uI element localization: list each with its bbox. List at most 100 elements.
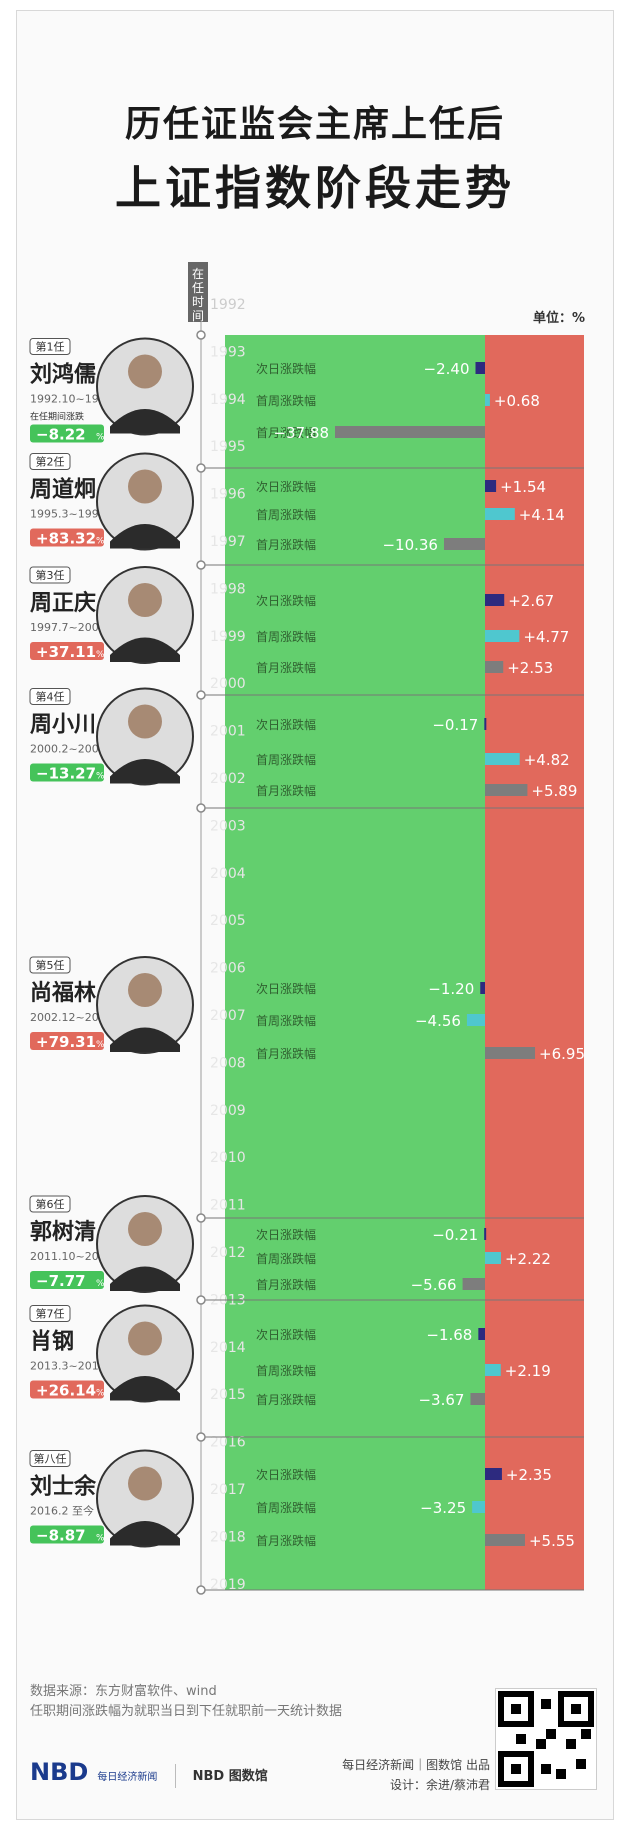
metric-label: 首周涨跌幅 xyxy=(256,1251,316,1266)
bar-first_month xyxy=(443,538,485,550)
rank-label: 第6任 xyxy=(36,1197,65,1211)
rank-badge xyxy=(29,1305,71,1322)
term-change-badge xyxy=(30,1525,104,1544)
term-change-value: −8.87 xyxy=(36,1527,86,1545)
value-label: +1.54 xyxy=(500,478,546,496)
value-label: −3.25 xyxy=(420,1499,466,1517)
portrait-suit-icon xyxy=(110,409,180,434)
value-label: −5.66 xyxy=(411,1276,457,1294)
value-label: +0.68 xyxy=(494,392,540,410)
bar-first_week xyxy=(472,1501,485,1513)
term-change-badge xyxy=(30,528,104,547)
timeline-node xyxy=(196,1585,206,1595)
year-tick-label: 1999 xyxy=(210,629,246,645)
term-change-unit: % xyxy=(96,1534,105,1544)
rank-label: 第2任 xyxy=(36,455,65,469)
term-change-unit: % xyxy=(96,433,105,443)
year-tick-label: 2011 xyxy=(210,1198,246,1214)
portrait-suit-icon xyxy=(110,637,180,662)
metric-label: 首周涨跌幅 xyxy=(256,629,316,644)
year-tick-label: 2000 xyxy=(210,676,246,692)
year-tick-label: 2017 xyxy=(210,1482,246,1498)
axis-label-char: 在 xyxy=(192,267,204,281)
footnote: 任职期间涨跌幅为就职当日到下任就职前一天统计数据 xyxy=(30,1704,343,1719)
rank-badge xyxy=(29,1195,71,1213)
credits: 每日经济新闻｜图数馆 出品 设计：余进/蔡沛君 xyxy=(330,1755,490,1795)
year-tick-label: 1995 xyxy=(210,439,246,455)
year-tick-label: 2019 xyxy=(210,1577,246,1593)
bar-next_day xyxy=(475,362,485,374)
value-label: +2.67 xyxy=(508,592,554,610)
title-line2: 上证指数阶段走势 xyxy=(115,161,515,215)
term-change-badge xyxy=(30,1380,104,1399)
tenure-label: 1997.7~2000.2 xyxy=(30,621,116,634)
value-label: −0.21 xyxy=(432,1226,478,1244)
bar-first_month xyxy=(462,1278,485,1290)
term-change-value: +37.11 xyxy=(36,643,96,661)
title-line1: 历任证监会主席上任后 xyxy=(124,104,505,145)
brand-sub: 每日经济新闻 xyxy=(97,1772,158,1783)
timeline-node xyxy=(196,560,206,570)
designer: 设计：余进/蔡沛君 xyxy=(389,1778,490,1792)
value-label: −1.20 xyxy=(428,980,474,998)
metric-label: 首月涨跌幅 xyxy=(256,1533,316,1548)
positive-zone xyxy=(485,335,584,1590)
timeline-node xyxy=(196,330,206,340)
value-label: −10.36 xyxy=(382,536,438,554)
bar-next_day xyxy=(485,594,505,606)
bar-first_month xyxy=(470,1393,485,1405)
year-tick-label: 2007 xyxy=(210,1008,246,1024)
value-label: +4.82 xyxy=(524,751,570,769)
bar-next_day xyxy=(484,718,487,730)
bar-first_month xyxy=(485,1047,536,1059)
bar-first_month xyxy=(485,784,528,796)
rank-label: 第7任 xyxy=(36,1307,65,1321)
portrait-face-icon xyxy=(128,704,162,739)
brand-logo: NBD 每日经济新闻 NBD 图数馆 xyxy=(30,1758,268,1788)
year-tick-label: 2001 xyxy=(210,724,246,740)
value-label: −37.88 xyxy=(273,424,329,442)
metric-label: 首周涨跌幅 xyxy=(256,752,316,767)
negative-zone xyxy=(225,335,485,1590)
value-label: +2.53 xyxy=(507,659,553,677)
chair-name: 周道炯 xyxy=(30,477,96,503)
chair-name: 刘士余 xyxy=(30,1474,97,1500)
value-label: −2.40 xyxy=(424,360,470,378)
year-tick-label: 1993 xyxy=(210,344,246,360)
year-tick-label: 1997 xyxy=(210,534,246,550)
metric-label: 首月涨跌幅 xyxy=(256,425,316,440)
chair-name: 尚福林 xyxy=(30,981,96,1006)
axis-label-box xyxy=(188,262,208,322)
metric-label: 首月涨跌幅 xyxy=(256,537,316,552)
year-tick-label: 2015 xyxy=(210,1387,246,1403)
value-label: +6.95 xyxy=(539,1045,585,1063)
portrait-suit-icon xyxy=(110,1266,180,1291)
bar-first_week xyxy=(466,1014,485,1026)
bar-first_week xyxy=(485,1252,501,1264)
bar-first_month xyxy=(335,426,485,438)
value-label: +5.89 xyxy=(531,782,577,800)
bar-first_month xyxy=(485,1534,525,1546)
portrait-suit-icon xyxy=(110,1376,180,1401)
metric-label: 次日涨跌幅 xyxy=(256,1327,316,1342)
rank-label: 第1任 xyxy=(36,340,65,354)
rank-badge xyxy=(29,338,71,355)
year-tick-label: 2008 xyxy=(210,1055,246,1071)
year-tick-label: 2016 xyxy=(210,1435,246,1451)
metric-label: 次日涨跌幅 xyxy=(256,1467,316,1482)
metric-label: 首月涨跌幅 xyxy=(256,783,316,798)
axis-label-char: 任 xyxy=(192,281,204,295)
bar-first_month xyxy=(485,661,504,673)
rank-label: 第5任 xyxy=(36,958,65,972)
timeline-node xyxy=(196,1295,206,1305)
value-label: +4.77 xyxy=(523,628,569,646)
term-change-value: +79.31 xyxy=(36,1033,96,1051)
bar-first_week xyxy=(485,394,490,406)
portrait-face-icon xyxy=(128,973,162,1007)
year-tick-label: 1994 xyxy=(210,392,246,408)
timeline-node xyxy=(196,463,206,473)
tenure-label: 1995.3~1997.5 xyxy=(30,508,116,521)
value-label: +2.19 xyxy=(505,1362,551,1380)
bar-first_week xyxy=(485,630,520,642)
term-change-unit: % xyxy=(96,1040,105,1050)
